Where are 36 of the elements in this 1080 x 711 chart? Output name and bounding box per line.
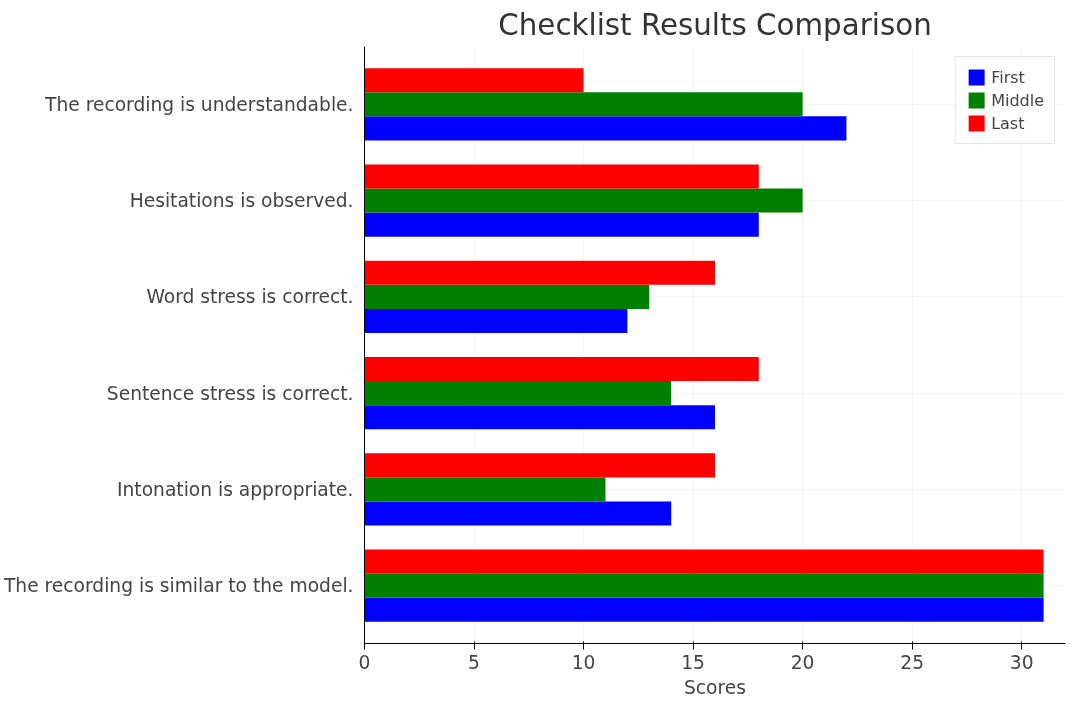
bar xyxy=(364,284,650,309)
x-tick-label: 5 xyxy=(468,651,480,673)
chart-title: Checklist Results Comparison xyxy=(498,7,932,42)
x-axis-title: Scores xyxy=(684,676,746,698)
bar xyxy=(364,453,715,478)
y-tick-label: Word stress is correct. xyxy=(146,286,354,308)
bar xyxy=(364,597,1044,622)
bar xyxy=(364,92,803,117)
y-tick-label: The recording is similar to the model. xyxy=(2,575,354,597)
y-tick-label: Sentence stress is correct. xyxy=(106,382,354,404)
bar xyxy=(364,501,672,526)
bar xyxy=(364,212,759,237)
legend-label: First xyxy=(991,67,1025,87)
legend-label: Middle xyxy=(991,90,1044,110)
bar xyxy=(364,188,803,213)
y-tick-label: Hesitations is observed. xyxy=(129,190,354,212)
bar xyxy=(364,573,1044,598)
x-tick-label: 25 xyxy=(900,651,925,673)
bar xyxy=(364,260,715,285)
bar xyxy=(364,357,759,382)
legend-label: Last xyxy=(991,113,1025,133)
x-tick-label: 10 xyxy=(571,651,596,673)
bar xyxy=(364,477,606,502)
x-tick-label: 15 xyxy=(681,651,705,673)
y-tick-label: The recording is understandable. xyxy=(44,93,354,115)
x-tick-label: 20 xyxy=(790,651,815,673)
bar xyxy=(364,116,847,141)
y-tick-label: Intonation is appropriate. xyxy=(117,478,354,500)
bar xyxy=(364,164,759,189)
x-tick-label: 30 xyxy=(1009,651,1034,673)
x-tick-label: 0 xyxy=(358,651,371,673)
bar xyxy=(364,405,715,430)
bar xyxy=(364,381,672,406)
bar xyxy=(364,308,628,333)
bar xyxy=(364,68,584,93)
bar xyxy=(364,549,1044,574)
